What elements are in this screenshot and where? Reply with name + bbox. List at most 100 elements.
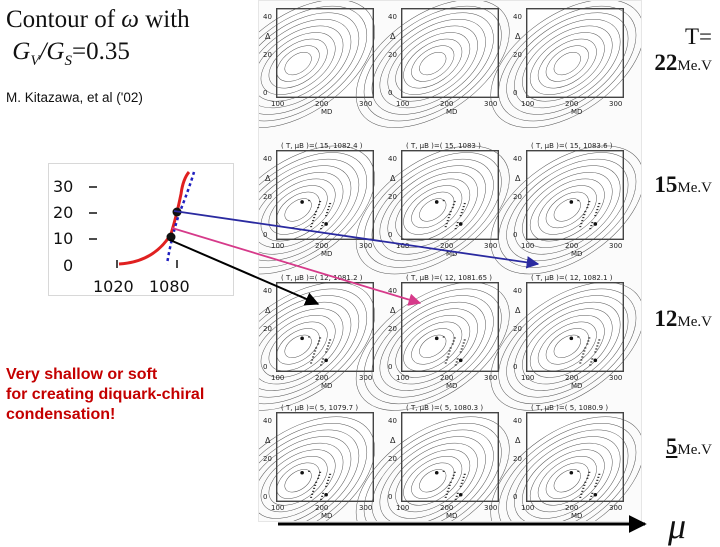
contour-noise bbox=[456, 358, 459, 360]
panel-ytick: 20 bbox=[513, 51, 522, 59]
contour-noise bbox=[591, 221, 594, 224]
minimum-marker bbox=[324, 358, 328, 363]
panel-border bbox=[276, 150, 374, 240]
panel-border bbox=[526, 150, 624, 240]
contour-noise bbox=[310, 496, 313, 498]
minimum-marker bbox=[569, 470, 574, 475]
contour-noise bbox=[597, 205, 600, 208]
panel-border bbox=[401, 412, 499, 502]
contour-noise bbox=[327, 479, 330, 481]
temp-label-5: 5Me.V bbox=[666, 434, 712, 460]
contour-line bbox=[545, 191, 589, 229]
contour-line bbox=[545, 462, 589, 499]
contour-noise bbox=[590, 495, 593, 497]
panel-xtick: 100 bbox=[396, 242, 409, 250]
contour-noise bbox=[328, 205, 331, 208]
contour-noise bbox=[452, 203, 455, 206]
contour-noise bbox=[312, 219, 315, 222]
arrow-pink bbox=[171, 227, 422, 306]
contour-noise bbox=[325, 214, 328, 217]
contour-noise bbox=[327, 345, 330, 347]
contour-line bbox=[530, 449, 605, 513]
panel-xtick: 100 bbox=[396, 504, 409, 512]
contour-noise bbox=[317, 206, 320, 209]
panel-xlabel: MD bbox=[571, 250, 582, 258]
contour-noise bbox=[577, 470, 580, 472]
panel-border bbox=[276, 412, 374, 502]
panel-caption: ( T, μB )=( 12, 1082.1 ) bbox=[531, 274, 613, 282]
minimum-marker bbox=[324, 492, 328, 497]
panel-caption: ( T, μB )=( 15, 1083 ) bbox=[406, 142, 481, 150]
contour-noise bbox=[451, 206, 454, 209]
contour-noise bbox=[315, 210, 318, 213]
contour-noise bbox=[598, 473, 601, 475]
contour-noise bbox=[311, 493, 314, 495]
contour-line bbox=[268, 456, 328, 506]
minimum-marker bbox=[569, 200, 574, 204]
contour-noise bbox=[589, 498, 592, 500]
contour-line bbox=[490, 145, 645, 275]
contour-line bbox=[284, 51, 312, 76]
contour-line bbox=[537, 321, 597, 372]
contour-noise bbox=[328, 476, 331, 478]
contour-line bbox=[363, 152, 502, 268]
panel-ylabel: Δ bbox=[390, 436, 396, 445]
contour-noise bbox=[445, 222, 448, 225]
panel-ytick: 20 bbox=[513, 193, 522, 201]
contour-noise bbox=[462, 342, 465, 344]
panel-xtick: 100 bbox=[521, 374, 534, 382]
contour-noise bbox=[595, 211, 598, 214]
temp-value-5: 5 bbox=[665, 434, 678, 459]
contour-noise bbox=[312, 490, 315, 492]
minimum-marker bbox=[458, 358, 463, 363]
contour-line bbox=[387, 172, 478, 248]
panel-xtick: 300 bbox=[609, 374, 622, 382]
contour-noise bbox=[588, 200, 591, 203]
contour-noise bbox=[452, 474, 455, 476]
contour-noise bbox=[460, 348, 463, 350]
note-line-2: for creating diquark-chiral bbox=[6, 386, 205, 403]
panel-ytick: 0 bbox=[263, 363, 267, 371]
contour-noise bbox=[447, 353, 450, 355]
panel-border bbox=[526, 8, 624, 98]
contour-noise bbox=[451, 343, 454, 345]
panel-xtick: 300 bbox=[609, 100, 622, 108]
panel-ytick: 40 bbox=[513, 287, 522, 295]
contour-line bbox=[419, 469, 447, 493]
contour-noise bbox=[587, 203, 590, 206]
contour-noise bbox=[579, 225, 582, 228]
panel-border bbox=[276, 8, 374, 98]
contour-noise bbox=[583, 350, 586, 352]
minimum-marker bbox=[434, 470, 439, 475]
panel-ylabel: Δ bbox=[515, 436, 521, 445]
contour-noise bbox=[449, 210, 452, 213]
contour-noise bbox=[597, 342, 600, 344]
contour-noise bbox=[448, 350, 451, 352]
panel-border bbox=[401, 150, 499, 240]
contour-line bbox=[379, 165, 486, 255]
contour-line bbox=[530, 315, 605, 378]
panel-xtick: 200 bbox=[565, 242, 578, 250]
contour-noise bbox=[461, 479, 464, 481]
panel-ylabel: Δ bbox=[265, 306, 271, 315]
inset-red-curve bbox=[118, 171, 191, 266]
title-suffix: with bbox=[138, 6, 190, 33]
panel-xtick: 200 bbox=[565, 100, 578, 108]
contour-line bbox=[260, 449, 336, 513]
contour-line bbox=[522, 25, 613, 102]
temp-unit-5: Me.V bbox=[677, 442, 712, 458]
panel-xtick: 200 bbox=[315, 100, 328, 108]
contour-noise bbox=[310, 225, 313, 228]
contour-noise bbox=[579, 496, 582, 498]
contour-line bbox=[260, 315, 336, 378]
contour-noise bbox=[453, 471, 456, 473]
panel-ytick: 0 bbox=[388, 231, 392, 239]
contour-noise bbox=[447, 487, 450, 489]
panel-caption: ( T, μB )=( 15, 1082.4 ) bbox=[281, 142, 363, 150]
panel-ytick: 0 bbox=[263, 231, 267, 239]
panel-ytick: 0 bbox=[388, 89, 392, 97]
contour-noise bbox=[587, 474, 590, 476]
contour-line bbox=[284, 334, 312, 358]
contour-noise bbox=[596, 208, 599, 211]
contour-noise bbox=[326, 482, 329, 484]
